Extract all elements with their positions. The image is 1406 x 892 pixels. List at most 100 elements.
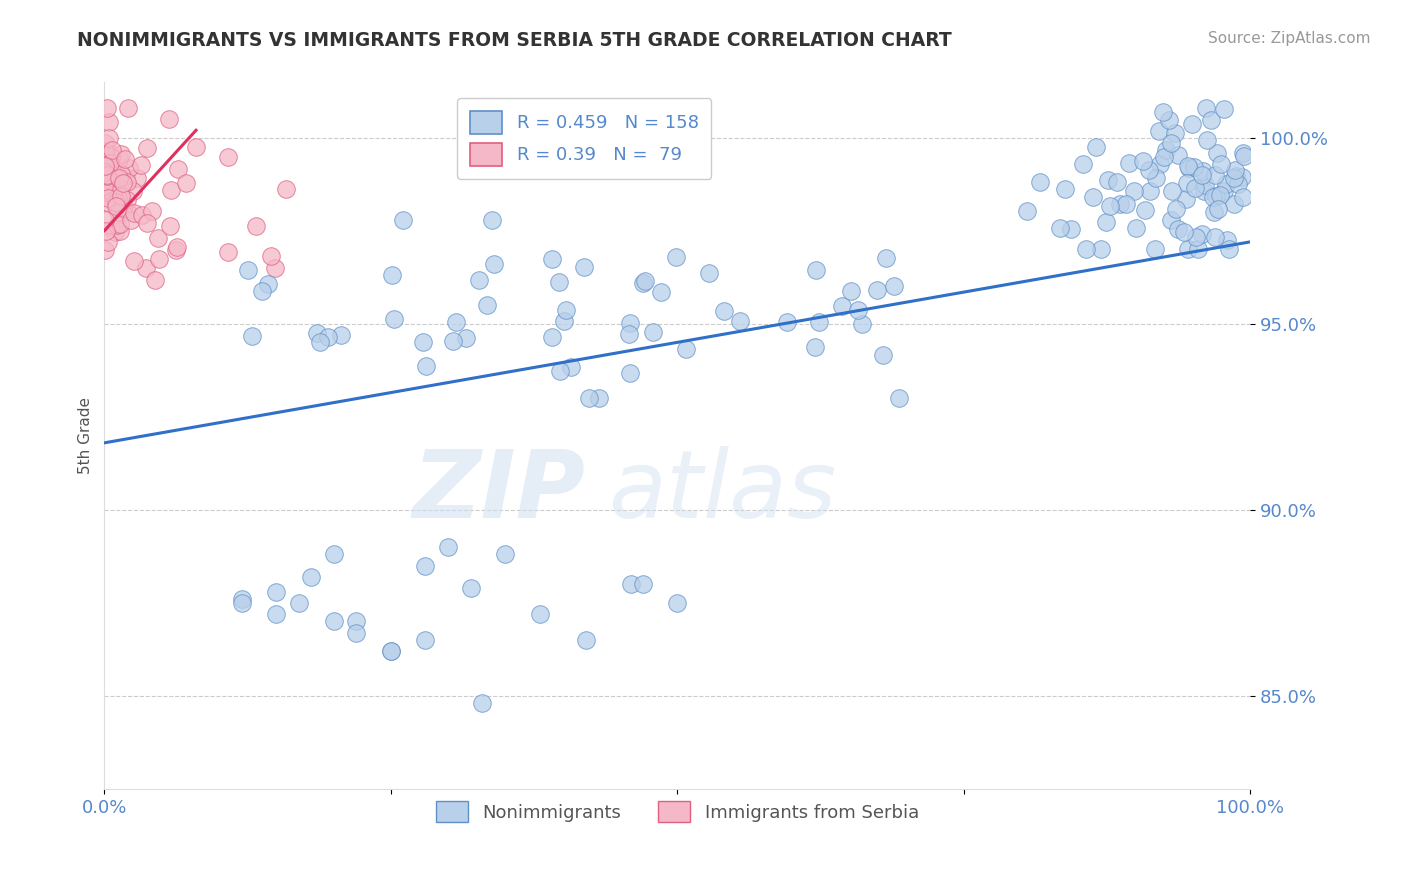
Point	[588, 391, 610, 405]
Point	[634, 274, 657, 288]
Point	[1053, 182, 1076, 196]
Point	[1223, 171, 1246, 186]
Point	[631, 577, 654, 591]
Point	[1095, 215, 1118, 229]
Point	[1098, 199, 1121, 213]
Point	[1223, 197, 1246, 211]
Point	[135, 260, 157, 275]
Point	[217, 150, 239, 164]
Point	[93, 188, 115, 202]
Point	[108, 182, 131, 196]
Point	[482, 257, 505, 271]
Point	[184, 140, 207, 154]
Point	[1177, 159, 1199, 173]
Point	[94, 158, 117, 172]
Point	[1175, 176, 1198, 190]
Point	[1060, 222, 1083, 236]
Point	[115, 170, 138, 185]
Point	[107, 152, 129, 166]
Point	[96, 101, 118, 115]
Point	[382, 312, 405, 326]
Point	[1209, 187, 1232, 202]
Point	[650, 285, 672, 299]
Point	[167, 162, 190, 177]
Point	[307, 326, 329, 340]
Point	[111, 202, 134, 216]
Point	[1205, 189, 1227, 203]
Point	[316, 330, 339, 344]
Point	[1233, 149, 1256, 163]
Point	[98, 155, 121, 169]
Point	[1029, 175, 1052, 189]
Legend: Nonimmigrants, Immigrants from Serbia: Nonimmigrants, Immigrants from Serbia	[429, 794, 927, 830]
Point	[728, 313, 751, 327]
Point	[1195, 101, 1218, 115]
Point	[264, 584, 287, 599]
Point	[135, 141, 157, 155]
Point	[110, 188, 132, 202]
Point	[250, 284, 273, 298]
Text: Source: ZipAtlas.com: Source: ZipAtlas.com	[1208, 31, 1371, 46]
Point	[441, 334, 464, 348]
Point	[1143, 243, 1166, 257]
Point	[104, 225, 127, 239]
Point	[148, 231, 170, 245]
Point	[619, 316, 641, 330]
Point	[1215, 177, 1237, 191]
Point	[105, 199, 128, 213]
Point	[1223, 162, 1246, 177]
Point	[808, 315, 831, 329]
Point	[104, 195, 127, 210]
Point	[1153, 150, 1175, 164]
Point	[1107, 175, 1129, 189]
Point	[839, 284, 862, 298]
Point	[1199, 113, 1222, 128]
Point	[804, 340, 827, 354]
Point	[1157, 113, 1180, 128]
Point	[110, 147, 132, 161]
Point	[665, 250, 688, 264]
Point	[1090, 243, 1112, 257]
Point	[1225, 169, 1247, 183]
Point	[1137, 162, 1160, 177]
Point	[94, 145, 117, 160]
Point	[157, 112, 180, 127]
Point	[875, 251, 897, 265]
Point	[165, 243, 187, 257]
Point	[413, 558, 436, 573]
Point	[122, 206, 145, 220]
Y-axis label: 5th Grade: 5th Grade	[79, 397, 93, 474]
Point	[308, 335, 330, 350]
Point	[1074, 243, 1097, 257]
Point	[553, 314, 575, 328]
Point	[329, 327, 352, 342]
Point	[380, 644, 402, 658]
Point	[412, 335, 434, 350]
Point	[437, 540, 460, 554]
Point	[1125, 220, 1147, 235]
Point	[108, 223, 131, 237]
Point	[1085, 140, 1108, 154]
Point	[1232, 190, 1254, 204]
Point	[1175, 192, 1198, 206]
Point	[115, 204, 138, 219]
Point	[174, 176, 197, 190]
Point	[494, 548, 516, 562]
Point	[105, 219, 128, 233]
Point	[1139, 184, 1161, 198]
Point	[110, 167, 132, 181]
Point	[560, 359, 582, 374]
Point	[97, 130, 120, 145]
Point	[143, 273, 166, 287]
Point	[93, 178, 115, 193]
Point	[111, 176, 134, 190]
Point	[619, 367, 641, 381]
Point	[1187, 243, 1209, 257]
Point	[1167, 222, 1189, 236]
Point	[1161, 184, 1184, 198]
Point	[1204, 204, 1226, 219]
Point	[288, 596, 311, 610]
Point	[231, 596, 253, 610]
Point	[415, 359, 437, 373]
Point	[257, 277, 280, 291]
